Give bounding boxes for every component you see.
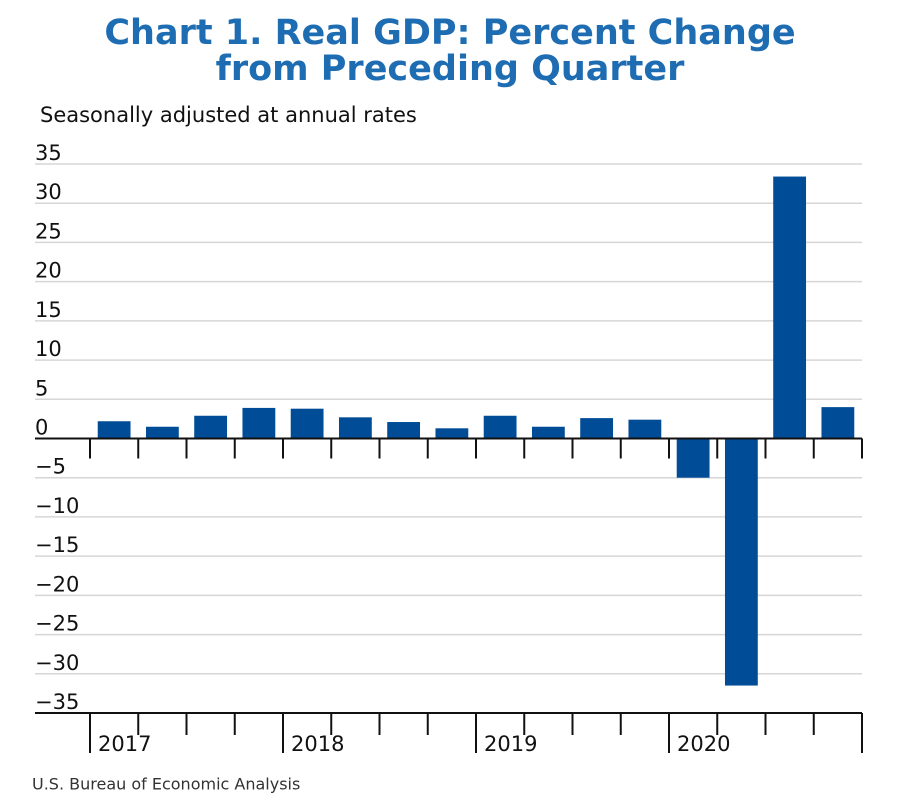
x-tick-label: 2019 <box>484 732 537 756</box>
bar <box>483 415 517 439</box>
bar <box>531 426 565 439</box>
bar <box>724 438 758 686</box>
x-tick-label: 2020 <box>677 732 730 756</box>
bar <box>338 417 372 439</box>
x-tick-label: 2018 <box>291 732 344 756</box>
y-tick-label: −25 <box>35 612 79 636</box>
y-tick-label: −35 <box>35 690 79 714</box>
y-tick-label: −30 <box>35 651 79 675</box>
bar <box>290 408 324 439</box>
y-tick-label: 20 <box>35 259 62 283</box>
bar <box>387 422 421 439</box>
y-tick-label: −20 <box>35 572 79 596</box>
y-tick-label: 35 <box>35 141 62 165</box>
bar <box>97 421 131 439</box>
x-tick-label: 2017 <box>98 732 151 756</box>
bar <box>628 419 662 439</box>
bar <box>145 426 179 439</box>
bar <box>435 428 469 439</box>
chart-title: from Preceding Quarter <box>216 49 686 89</box>
y-tick-label: 5 <box>35 376 48 400</box>
y-tick-label: −15 <box>35 533 79 557</box>
bar <box>773 176 807 439</box>
y-tick-label: 15 <box>35 298 62 322</box>
bar <box>580 418 614 439</box>
chart-title: Chart 1. Real GDP: Percent Change <box>104 13 795 53</box>
bar <box>242 407 276 439</box>
y-tick-label: −5 <box>35 455 66 479</box>
bar <box>821 407 855 439</box>
bar <box>194 415 228 439</box>
y-tick-label: −10 <box>35 494 79 518</box>
source-note: U.S. Bureau of Economic Analysis <box>32 775 300 794</box>
chart-subtitle: Seasonally adjusted at annual rates <box>40 103 417 127</box>
y-tick-label: 10 <box>35 337 62 361</box>
bar <box>676 438 710 478</box>
y-tick-label: 30 <box>35 180 62 204</box>
y-tick-label: 25 <box>35 219 62 243</box>
y-tick-label: 0 <box>35 416 48 440</box>
